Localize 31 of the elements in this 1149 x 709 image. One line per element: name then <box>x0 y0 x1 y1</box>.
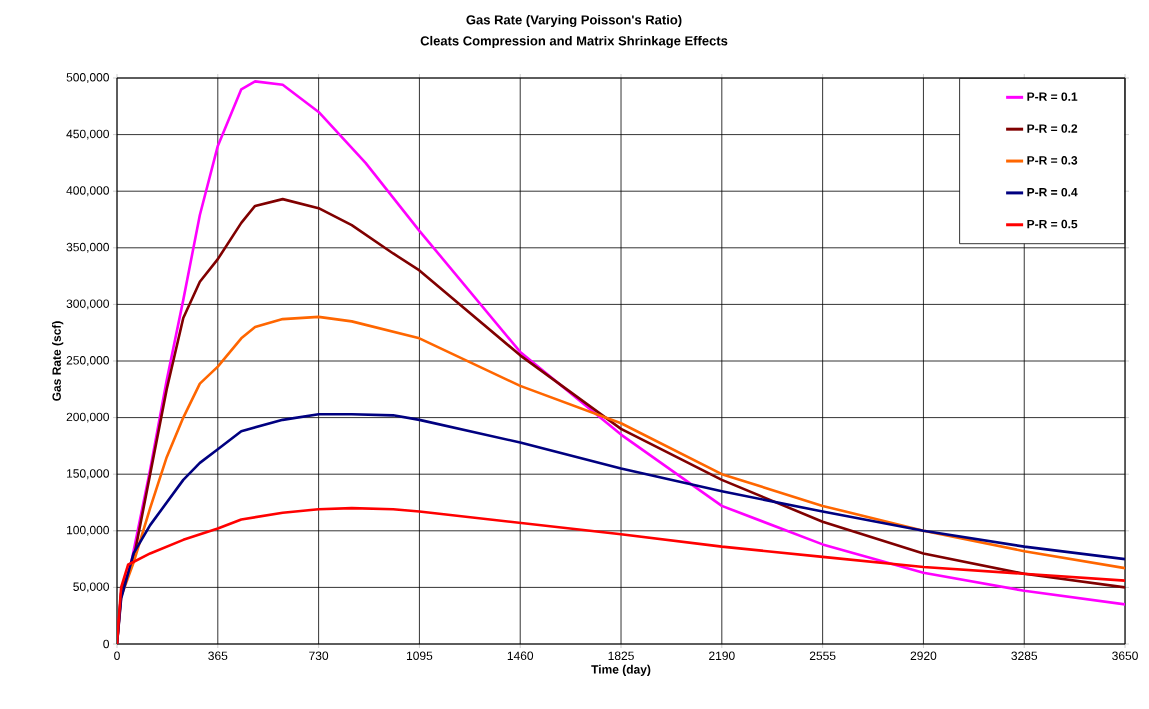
x-tick-label: 2920 <box>910 651 937 661</box>
y-tick-label: 500,000 <box>66 73 109 83</box>
y-tick-label: 150,000 <box>67 469 109 480</box>
x-tick-label: 2190 <box>709 651 735 661</box>
y-tick-label: 0 <box>103 639 110 649</box>
x-tick-label: 1095 <box>406 651 433 661</box>
legend-label: P-R = 0.2 <box>1027 124 1078 133</box>
chart-subtitle: Cleats Compression and Matrix Shrinkage Effects <box>420 35 728 49</box>
legend-label: P-R = 0.3 <box>1027 156 1078 165</box>
y-tick-label: 100,000 <box>67 525 109 536</box>
x-tick-label: 730 <box>309 651 329 661</box>
x-tick-label: 3285 <box>1011 651 1038 661</box>
y-axis-title: Gas Rate (scf) <box>52 321 64 401</box>
y-tick-label: 300,000 <box>66 299 109 310</box>
y-tick-label: 200,000 <box>66 412 109 423</box>
chart-title: Gas Rate (Varying Poisson's Ratio) <box>466 14 682 28</box>
x-tick-label: 3650 <box>1112 651 1138 661</box>
y-tick-label: 50,000 <box>73 582 109 593</box>
legend-label: P-R = 0.5 <box>1027 219 1078 229</box>
x-tick-label: 0 <box>114 651 120 661</box>
x-tick-label: 2555 <box>809 651 836 661</box>
legend-label: P-R = 0.4 <box>1027 187 1078 197</box>
y-tick-label: 450,000 <box>66 129 109 140</box>
y-tick-label: 350,000 <box>66 242 109 253</box>
y-tick-label: 400,000 <box>66 186 109 197</box>
x-tick-label: 1460 <box>507 651 534 661</box>
x-tick-label: 365 <box>208 651 228 661</box>
legend-label: P-R = 0.1 <box>1027 92 1078 101</box>
x-axis-title: Time (day) <box>591 664 651 677</box>
x-tick-label: 1825 <box>608 651 634 661</box>
y-tick-label: 250,000 <box>66 356 109 366</box>
